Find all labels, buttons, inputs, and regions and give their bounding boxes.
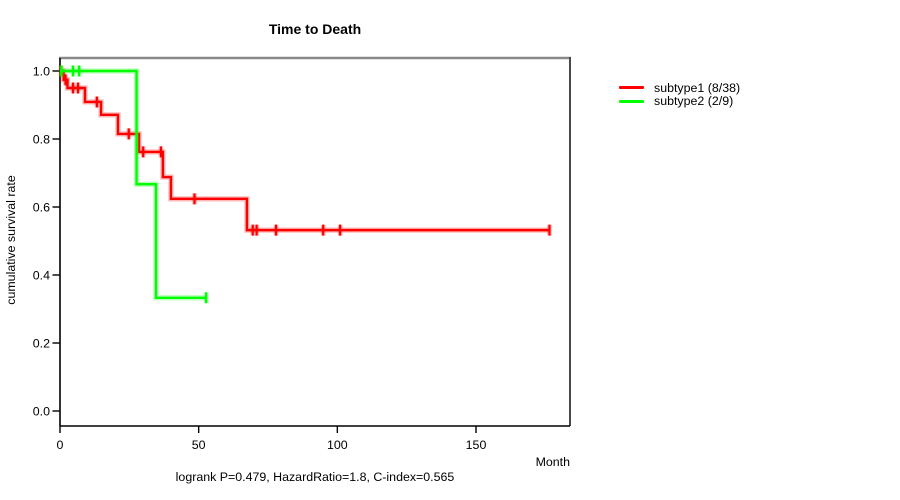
y-tick-label: 0.6 [33,200,50,214]
x-tick-label: 0 [57,438,64,452]
legend-swatch-subtype2 [619,99,644,103]
survival-curve-subtype2 [60,69,207,299]
survival-series-subtype2 [59,65,209,304]
curve-halo-subtype2 [60,68,207,301]
legend-label: subtype1 (8/38) [654,80,741,95]
x-axis-title: Month [535,455,570,469]
x-tick-label: 50 [192,438,206,452]
censor-ticks-subtype2 [60,65,208,304]
survival-curve-subtype1 [60,69,550,232]
x-tick-label: 150 [466,438,487,452]
legend: subtype1 (8/38) subtype2 (2/9) [619,81,740,108]
x-tick-label: 100 [327,438,348,452]
legend-entry-subtype2: subtype2 (2/9) [619,94,740,109]
y-tick-label: 0.8 [33,132,50,146]
y-tick-label: 1.0 [33,64,50,78]
y-tick-label: 0.4 [33,268,50,282]
chart-title: Time to Death [268,21,362,37]
legend-swatch-subtype1 [619,86,644,90]
y-tick-label: 0.2 [33,336,50,350]
legend-label: subtype2 (2/9) [654,94,734,109]
survival-series-subtype1 [58,65,552,236]
legend-entry-subtype1: subtype1 (8/38) [619,81,740,95]
stats-annotation: logrank P=0.479, HazardRatio=1.8, C-inde… [175,470,455,484]
y-tick-label: 0.0 [33,404,50,418]
curve-halo-subtype1 [60,68,550,233]
